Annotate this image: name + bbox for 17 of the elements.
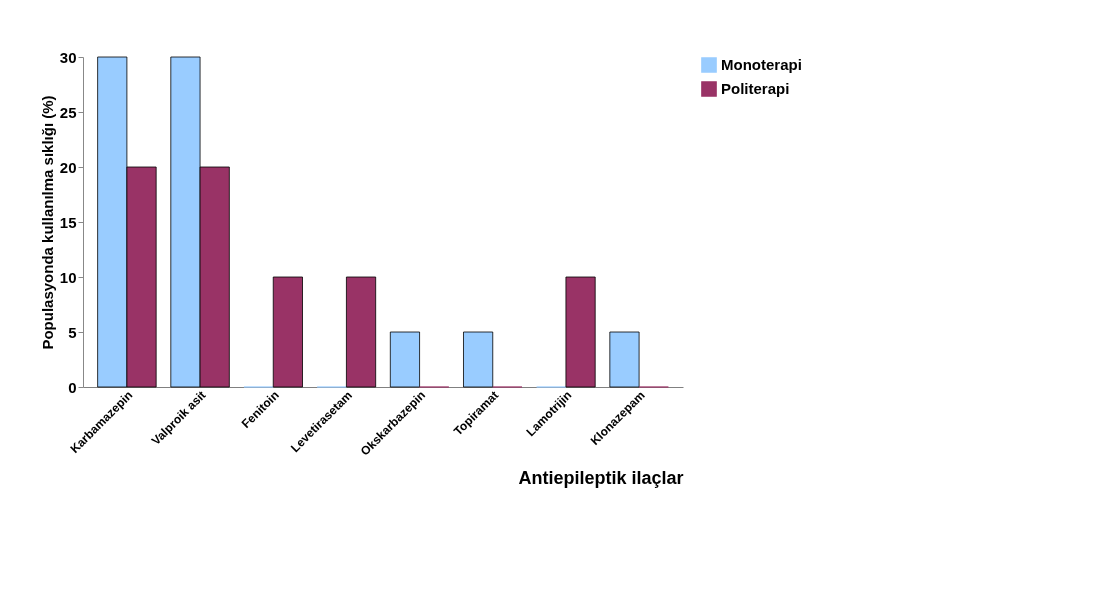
y-axis-title: Populasyonda kullanılma sıklığı (%) [38, 95, 56, 350]
y-tick-label: 20 [59, 158, 77, 176]
bar [565, 276, 596, 388]
bar [609, 331, 640, 388]
y-tick-label: 5 [68, 323, 77, 341]
legend-label: Monoterapi [721, 56, 802, 73]
bar [272, 276, 303, 388]
legend-label: Politerapi [721, 80, 790, 97]
bar [389, 331, 420, 388]
y-tick-label: 15 [59, 213, 77, 231]
y-tick-label: 10 [59, 268, 77, 286]
bar [463, 331, 494, 388]
y-tick-label: 30 [59, 48, 77, 66]
y-tick-label: 25 [59, 103, 77, 121]
x-axis-title: Antiepileptik ilaçlar [518, 467, 684, 488]
y-tick-label: 0 [68, 378, 77, 396]
bar [346, 276, 377, 388]
